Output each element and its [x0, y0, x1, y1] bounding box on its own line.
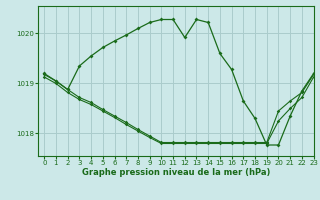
X-axis label: Graphe pression niveau de la mer (hPa): Graphe pression niveau de la mer (hPa): [82, 168, 270, 177]
